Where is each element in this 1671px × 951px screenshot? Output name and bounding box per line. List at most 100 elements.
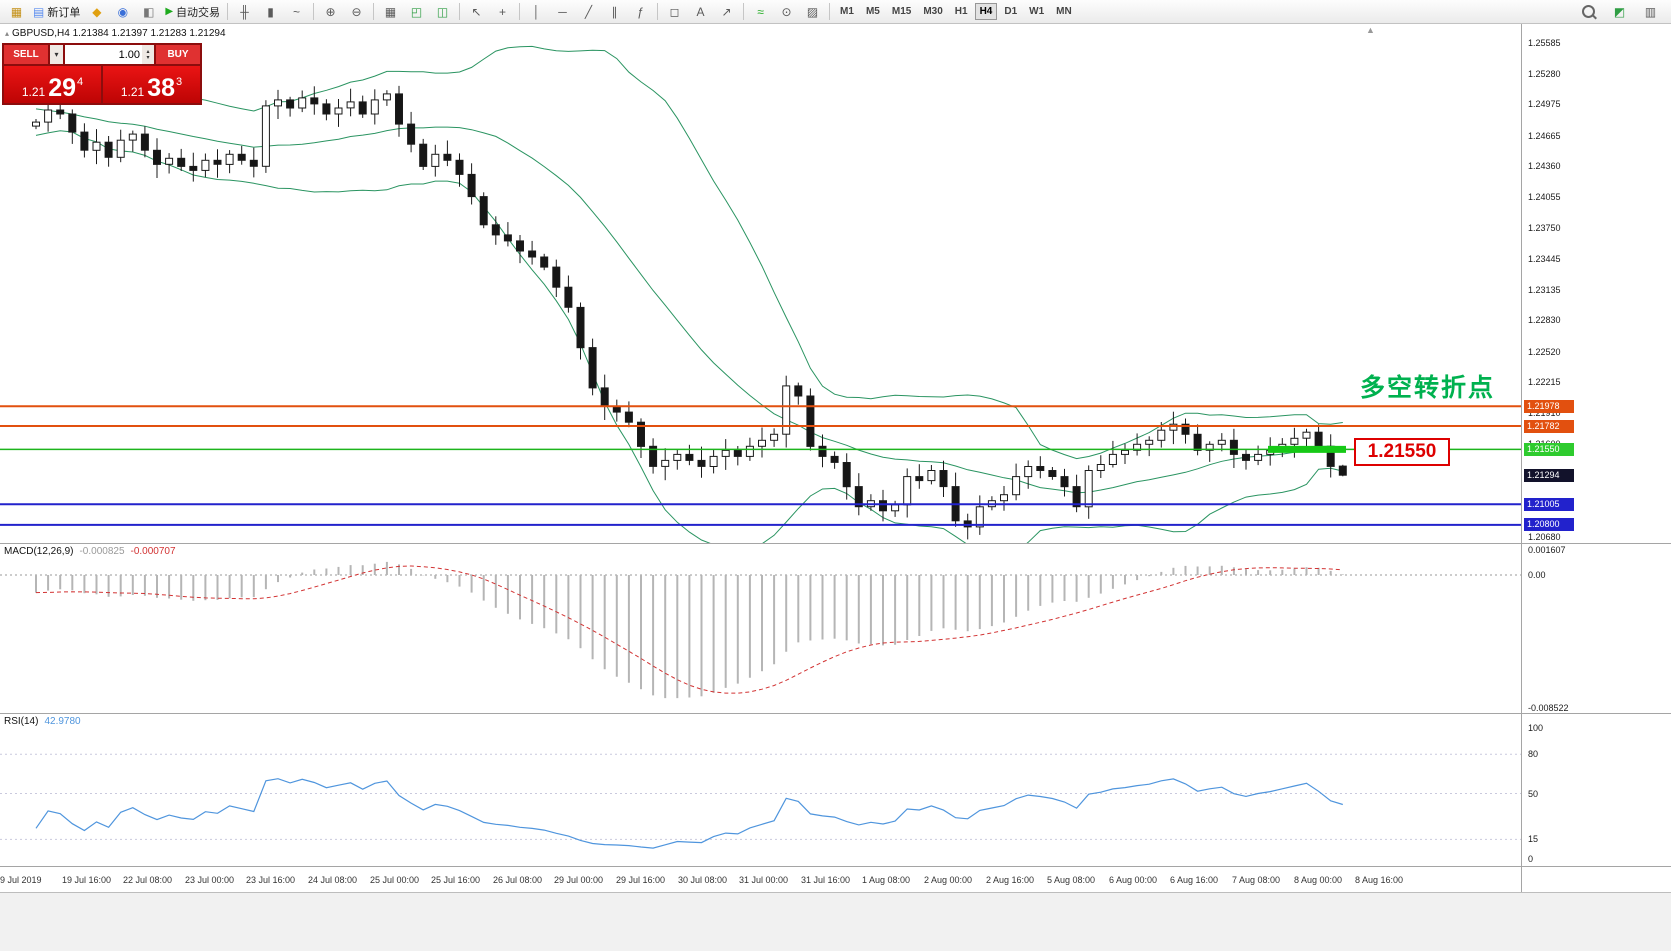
timeframe-button-m30[interactable]: M30	[923, 6, 943, 17]
ohlc-title-text: GBPUSD,H4 1.21384 1.21397 1.21283 1.2129…	[12, 28, 226, 39]
ask-price-box[interactable]: 1.21 38 3	[103, 66, 200, 103]
macd-name: MACD(12,26,9)	[4, 546, 74, 557]
spin-up-icon[interactable]: ▴	[146, 48, 150, 55]
rsi-canvas[interactable]	[0, 714, 1521, 866]
chat-button[interactable]: ▥	[1638, 1, 1663, 23]
timeframe-button-m5[interactable]: M5	[865, 6, 880, 17]
indicators-button[interactable]: ≈	[748, 1, 773, 23]
timeframe-button-w1[interactable]: W1	[1029, 6, 1045, 17]
time-label: 2 Aug 16:00	[986, 875, 1035, 885]
timeframe-button-m15[interactable]: M15	[891, 6, 912, 17]
volume-spinner[interactable]: ▴ ▾	[142, 45, 154, 64]
rsi-name: RSI(14)	[4, 716, 39, 727]
periods-button[interactable]: ⊙	[774, 1, 799, 23]
macd-scale-label: -0.008522	[1528, 703, 1569, 713]
panel-separator[interactable]	[0, 713, 1671, 714]
fibonacci-icon: ƒ	[637, 4, 644, 19]
profiles-icon: ◉	[117, 4, 129, 19]
crosshair-icon: +	[499, 4, 507, 19]
tile-windows-button[interactable]: ▦	[378, 1, 403, 23]
sell-dropdown-icon[interactable]: ▾	[50, 45, 63, 64]
price-axis[interactable]: 1.25585 1.25280 1.24975 1.24665 1.24360 1.240…	[1522, 24, 1671, 543]
line-chart-button[interactable]: ~	[284, 1, 309, 23]
time-label: 31 Jul 16:00	[801, 875, 851, 885]
tile-horizontal-button[interactable]: ◫	[430, 1, 455, 23]
bid-pipette: 4	[77, 76, 84, 88]
chart-window-icon[interactable]: ▦	[4, 1, 29, 23]
horizontal-line-button[interactable]: ─	[550, 1, 575, 23]
shapes-button[interactable]: ◻	[662, 1, 687, 23]
search-button[interactable]	[1576, 1, 1601, 23]
time-label: 23 Jul 16:00	[246, 875, 296, 885]
macd-axis[interactable]: 0.001607 0.00 -0.008522	[1522, 544, 1671, 713]
current-price-marker: 1.21294	[1524, 469, 1574, 482]
vertical-line-button[interactable]: │	[524, 1, 549, 23]
timeframe-button-mn[interactable]: MN	[1056, 6, 1072, 17]
chart-annotation-text[interactable]: 多空转折点	[1360, 374, 1496, 402]
price-tick: 1.24665	[1528, 131, 1561, 141]
price-marker-1.21550: 1.21550	[1524, 443, 1574, 456]
rsi-panel[interactable]: RSI(14) 42.9780	[0, 714, 1521, 866]
time-axis[interactable]: 9 Jul 2019 19 Jul 16:00 22 Jul 08:00 23 Jul…	[0, 867, 1521, 892]
text-button[interactable]: A	[688, 1, 713, 23]
cascade-windows-button[interactable]: ◰	[404, 1, 429, 23]
toolbar-separator	[227, 3, 229, 20]
trendline-icon: ╱	[584, 4, 593, 19]
toolbar: ▦ ▤ 新订单 ◆ ◉ ◧ ▶ 自动交易 ╫ ▮ ~ ⊕ ⊖ ▦ ◰ ◫ ↖ +…	[0, 0, 1671, 24]
time-label: 25 Jul 16:00	[431, 875, 481, 885]
sell-button[interactable]: SELL	[4, 45, 48, 64]
price-tick: 1.22215	[1528, 377, 1561, 387]
new-order-button[interactable]: ▤ 新订单	[30, 1, 83, 23]
alerts-button[interactable]: ◩	[1607, 1, 1632, 23]
timeframe-button-h4[interactable]: H4	[974, 3, 998, 20]
fibonacci-button[interactable]: ƒ	[628, 1, 653, 23]
price-callout-box[interactable]: 1.21550	[1354, 438, 1450, 466]
spin-down-icon[interactable]: ▾	[146, 54, 150, 61]
bar-chart-button[interactable]: ╫	[232, 1, 257, 23]
price-marker-1.21782: 1.21782	[1524, 420, 1574, 433]
chart-canvas[interactable]	[0, 24, 1521, 543]
toolbar-separator	[829, 3, 831, 20]
zoom-in-button[interactable]: ⊕	[318, 1, 343, 23]
market-watch-button[interactable]: ◧	[136, 1, 161, 23]
autotrading-label: 自动交易	[176, 6, 221, 19]
time-label: 5 Aug 08:00	[1047, 875, 1096, 885]
channel-button[interactable]: ∥	[602, 1, 627, 23]
ask-pipette: 3	[176, 76, 183, 88]
arrow-tool-button[interactable]: ↗	[714, 1, 739, 23]
timeframe-button-m1[interactable]: M1	[840, 6, 854, 17]
vertical-line-icon: │	[532, 4, 541, 19]
main-chart-panel[interactable]: ▴ GBPUSD,H4 1.21384 1.21397 1.21283 1.212…	[0, 24, 1521, 543]
macd-panel[interactable]: MACD(12,26,9) -0.000825 -0.000707	[0, 544, 1521, 713]
zoom-out-button[interactable]: ⊖	[344, 1, 369, 23]
timeframe-button-d1[interactable]: D1	[1004, 6, 1018, 17]
macd-label: MACD(12,26,9) -0.000825 -0.000707	[4, 546, 176, 557]
rsi-axis[interactable]: 100 80 50 15 0	[1522, 714, 1671, 866]
price-tick: 1.24360	[1528, 161, 1561, 171]
volume-input[interactable]	[65, 45, 142, 64]
panel-separator[interactable]	[0, 543, 1671, 544]
crosshair-button[interactable]: +	[490, 1, 515, 23]
rsi-scale-label: 0	[1528, 854, 1534, 864]
time-label: 6 Aug 16:00	[1170, 875, 1219, 885]
symbol-triangle-icon: ▴	[5, 29, 10, 38]
new-order-icon: ▤	[33, 4, 45, 19]
candlestick-chart-button[interactable]: ▮	[258, 1, 283, 23]
price-marker-1.20800: 1.20800	[1524, 518, 1574, 531]
autotrading-button[interactable]: ▶ 自动交易	[162, 1, 223, 23]
timeframe-button-h1[interactable]: H1	[954, 6, 968, 17]
rsi-scale-label: 100	[1528, 723, 1544, 733]
new-chart-button[interactable]: ◆	[84, 1, 109, 23]
channel-icon: ∥	[611, 4, 618, 19]
templates-button[interactable]: ▨	[800, 1, 825, 23]
cursor-button[interactable]: ↖	[464, 1, 489, 23]
buy-button[interactable]: BUY	[156, 45, 200, 64]
chat-icon: ▥	[1644, 4, 1657, 19]
trendline-button[interactable]: ╱	[576, 1, 601, 23]
profiles-button[interactable]: ◉	[110, 1, 135, 23]
macd-canvas[interactable]	[0, 544, 1521, 713]
scroll-to-end-marker[interactable]: ▲	[1366, 25, 1375, 35]
bid-price-box[interactable]: 1.21 29 4	[4, 66, 101, 103]
